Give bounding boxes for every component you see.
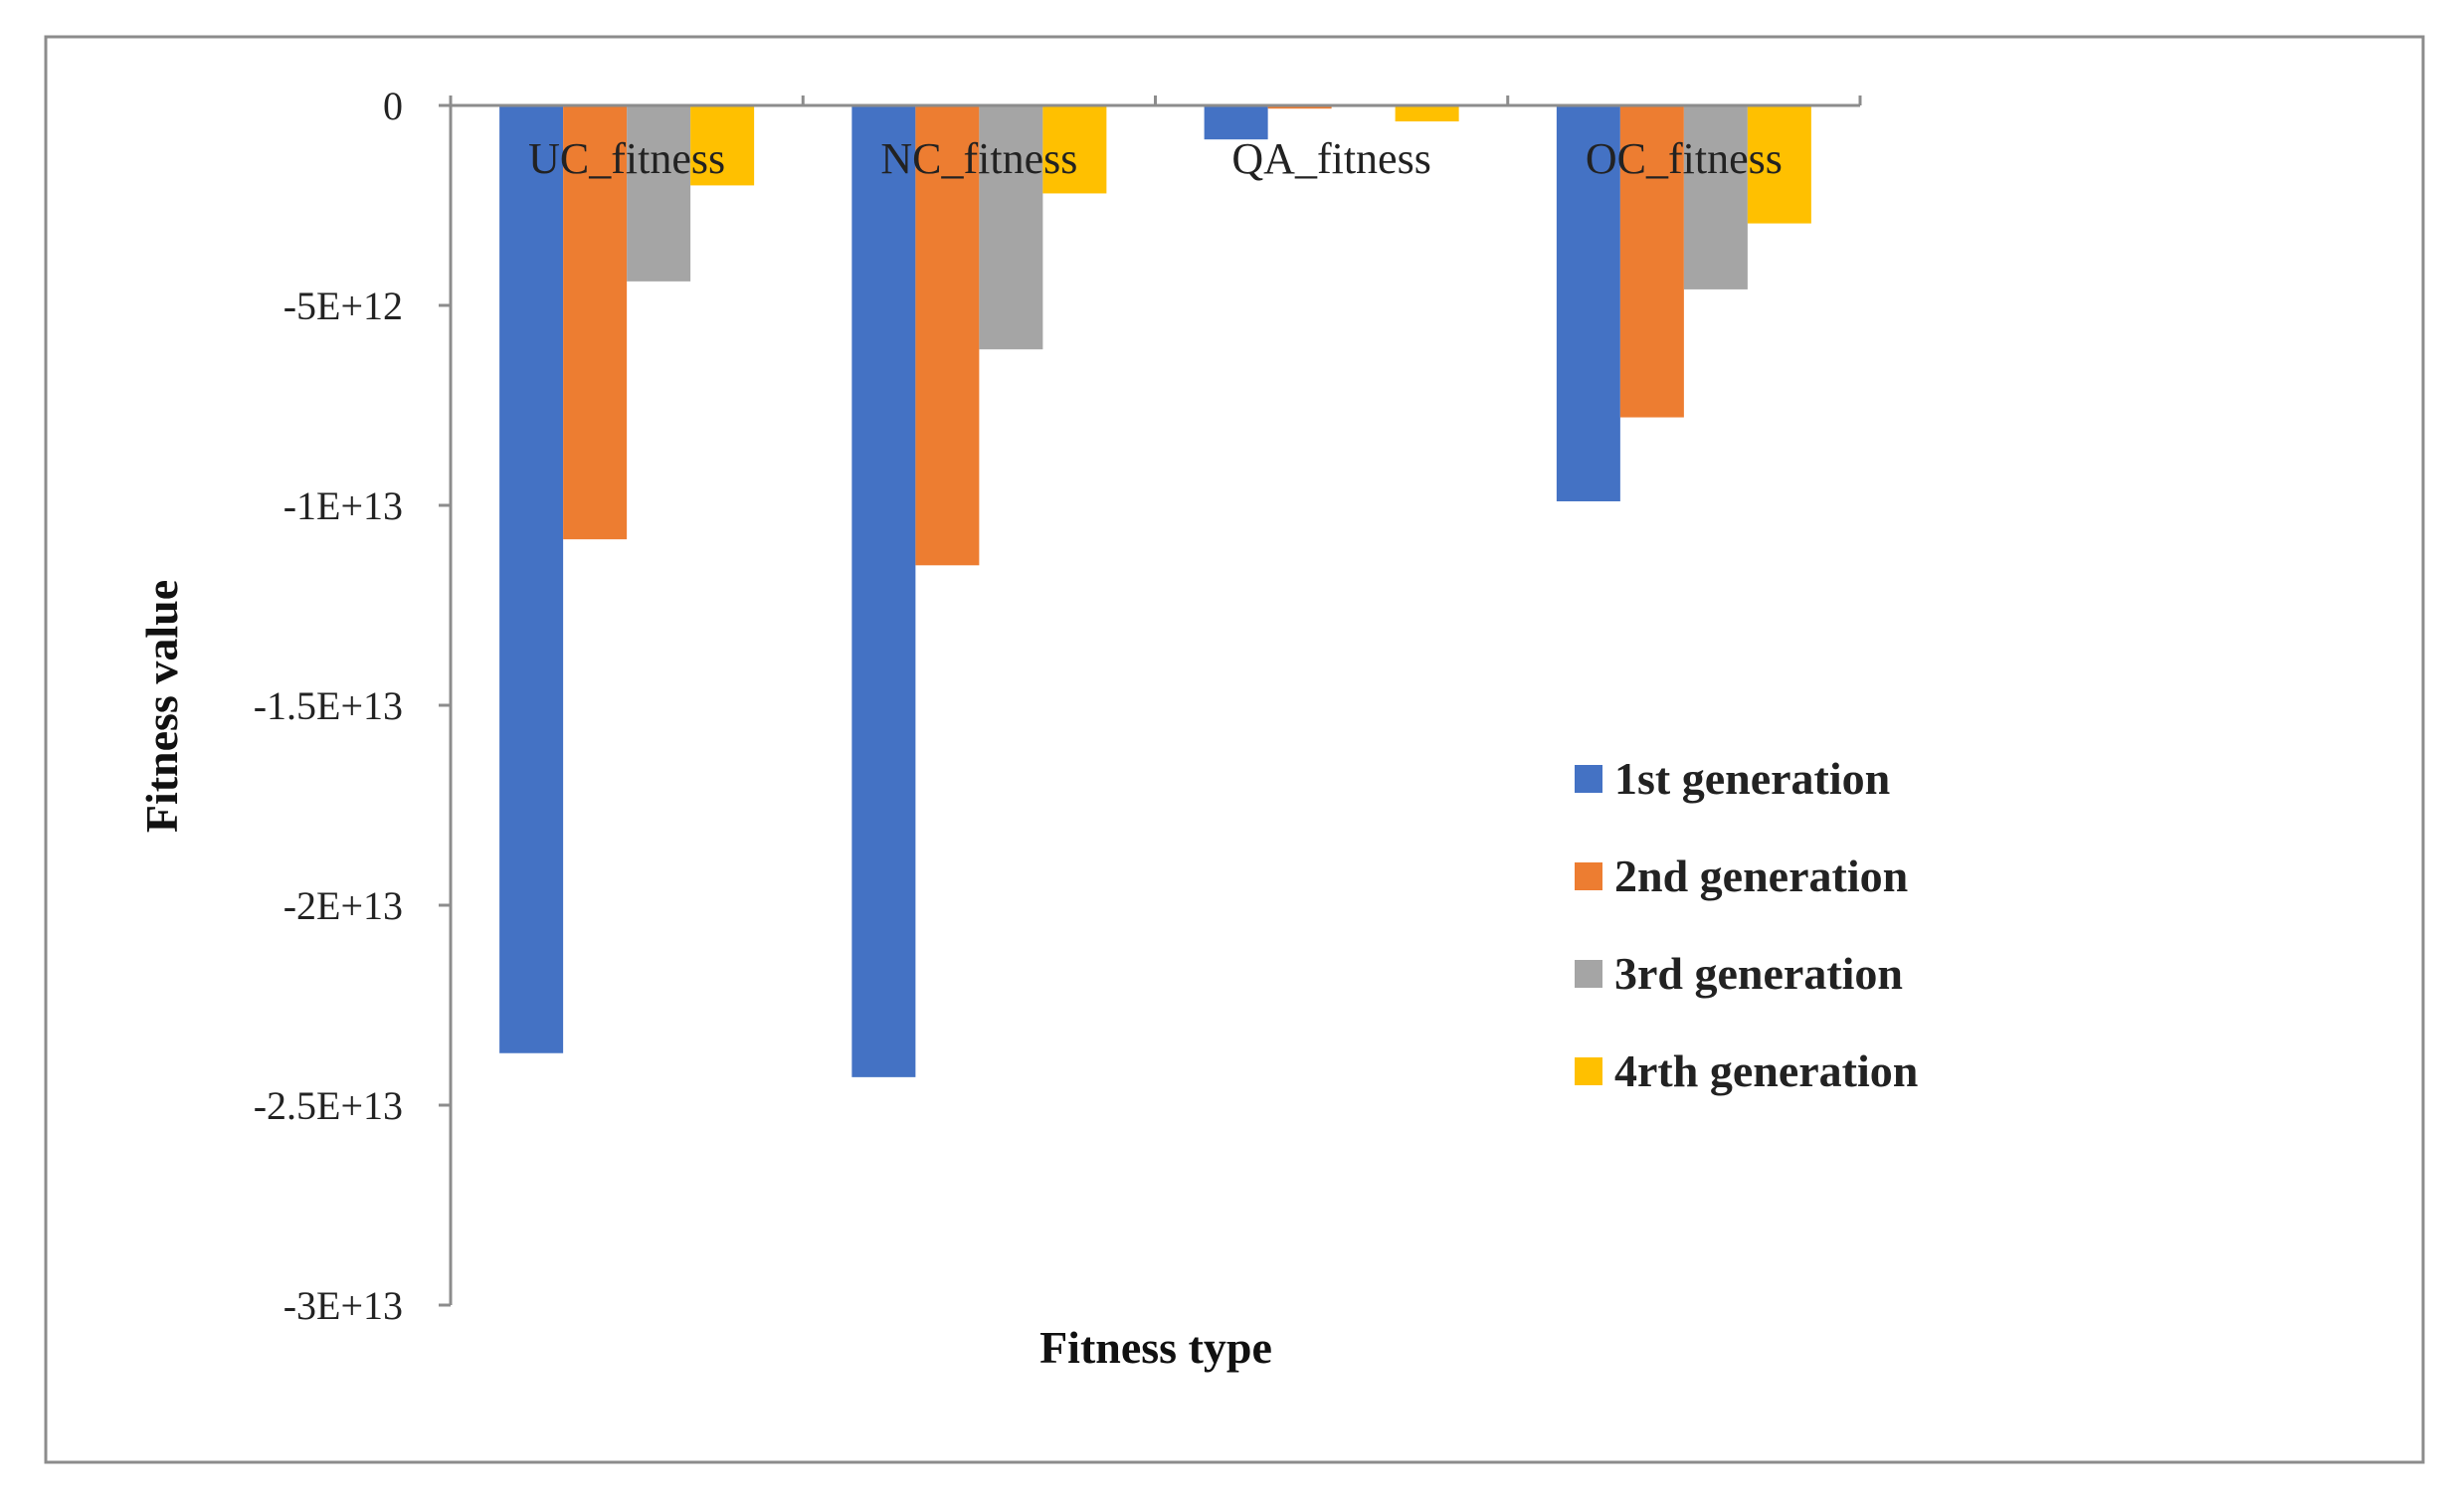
legend-label: 2nd generation (1614, 850, 1908, 901)
category-label: OC_fitness (1586, 134, 1783, 183)
x-axis-title: Fitness type (1039, 1322, 1272, 1373)
legend-swatch (1575, 960, 1602, 988)
legend-label: 1st generation (1614, 753, 1890, 804)
bar-qa-fitness-series-1 (1204, 105, 1268, 140)
bar-qa-fitness-series-4 (1395, 105, 1459, 122)
bar-uc-fitness-series-3 (627, 105, 691, 282)
chart-border (44, 35, 2425, 1464)
bar-nc-fitness-series-1 (851, 105, 916, 1077)
category-labels-layer: UC_fitness NC_fitness QA_fitness OC_fitness (528, 134, 1783, 183)
legend: 1st generation 2nd generation 3rd generati… (1575, 753, 1918, 1096)
category-label: UC_fitness (528, 134, 725, 183)
bar-oc-fitness-series-4 (1747, 105, 1811, 224)
legend-label: 4rth generation (1614, 1045, 1918, 1096)
bar-uc-fitness-series-1 (499, 105, 564, 1053)
bar-uc-fitness-series-4 (690, 105, 755, 186)
bar-nc-fitness-series-2 (915, 105, 980, 566)
bar-oc-fitness-series-1 (1556, 105, 1620, 501)
bar-nc-fitness-series-3 (979, 105, 1043, 350)
category-label: QA_fitness (1231, 134, 1430, 183)
y-tick-label: -1.5E+13 (254, 683, 403, 728)
legend-label: 3rd generation (1614, 948, 1903, 999)
bar-oc-fitness-series-2 (1619, 105, 1684, 418)
y-tick-label: -5E+12 (283, 284, 403, 328)
y-tick-label: -3E+13 (283, 1283, 403, 1328)
x-ticks-layer (449, 95, 1862, 105)
bars-layer (499, 105, 1811, 1077)
category-label: NC_fitness (880, 134, 1077, 183)
y-tick-label: -2.5E+13 (254, 1083, 403, 1128)
bar-qa-fitness-series-2 (1267, 105, 1332, 109)
legend-swatch (1575, 765, 1602, 793)
bar-nc-fitness-series-4 (1042, 105, 1107, 194)
y-tick-label: -1E+13 (283, 483, 403, 528)
legend-swatch (1575, 1057, 1602, 1085)
legend-swatch (1575, 862, 1602, 890)
y-tick-label: -2E+13 (283, 883, 403, 928)
y-ticks-layer: 0 -5E+12 -1E+13 -1.5E+13 -2E+13 -2.5E+13 -3E+1… (254, 84, 451, 1328)
y-axis-title: Fitness value (136, 580, 187, 833)
bar-uc-fitness-series-2 (563, 105, 628, 540)
y-tick-label: 0 (383, 84, 403, 128)
bar-oc-fitness-series-3 (1683, 105, 1748, 289)
